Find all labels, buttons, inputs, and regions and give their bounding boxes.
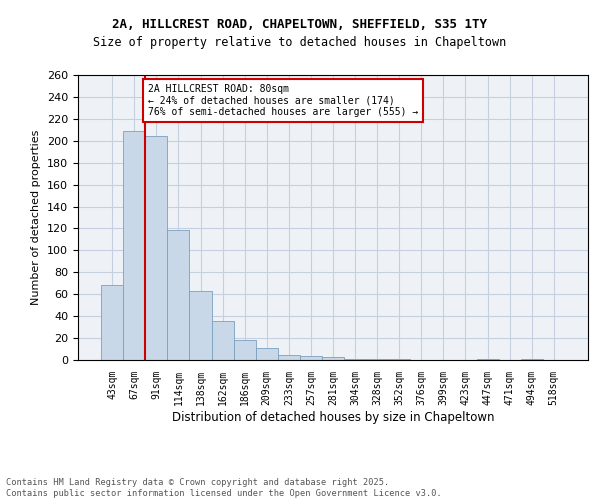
Bar <box>233 340 256 360</box>
Bar <box>388 359 410 360</box>
Text: 2A HILLCREST ROAD: 80sqm
← 24% of detached houses are smaller (174)
76% of semi-: 2A HILLCREST ROAD: 80sqm ← 24% of detach… <box>148 84 418 117</box>
Bar <box>145 136 167 360</box>
Bar <box>521 359 543 360</box>
Bar <box>300 356 322 360</box>
Bar <box>256 348 278 360</box>
Text: Size of property relative to detached houses in Chapeltown: Size of property relative to detached ho… <box>94 36 506 49</box>
Text: 2A, HILLCREST ROAD, CHAPELTOWN, SHEFFIELD, S35 1TY: 2A, HILLCREST ROAD, CHAPELTOWN, SHEFFIEL… <box>113 18 487 30</box>
Bar <box>322 356 344 360</box>
Text: Contains HM Land Registry data © Crown copyright and database right 2025.
Contai: Contains HM Land Registry data © Crown c… <box>6 478 442 498</box>
Y-axis label: Number of detached properties: Number of detached properties <box>31 130 41 305</box>
Bar <box>190 291 212 360</box>
Bar <box>344 359 366 360</box>
Bar <box>101 286 123 360</box>
Bar <box>366 359 388 360</box>
X-axis label: Distribution of detached houses by size in Chapeltown: Distribution of detached houses by size … <box>172 410 494 424</box>
Bar <box>167 230 190 360</box>
Bar <box>278 354 300 360</box>
Bar <box>476 359 499 360</box>
Bar <box>123 131 145 360</box>
Bar <box>212 320 233 360</box>
